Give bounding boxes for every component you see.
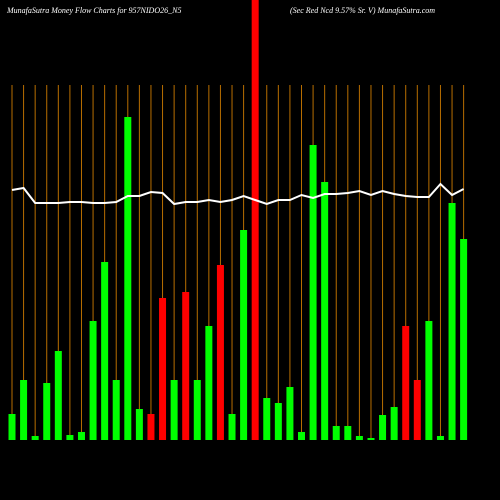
bar xyxy=(20,380,28,440)
bar xyxy=(170,380,178,440)
bar xyxy=(448,203,456,440)
chart-title: MunafaSutra Money Flow Charts for 957NID… xyxy=(6,6,181,15)
bar xyxy=(286,387,294,440)
bar xyxy=(390,407,398,440)
bar xyxy=(402,326,410,440)
bar xyxy=(367,438,375,440)
bar xyxy=(77,432,85,440)
bar xyxy=(135,409,143,440)
bar xyxy=(216,265,224,440)
bar xyxy=(8,414,16,440)
bar xyxy=(228,414,236,440)
bar xyxy=(263,398,271,440)
bar xyxy=(240,230,248,440)
bar xyxy=(355,436,363,440)
bar xyxy=(321,182,329,440)
bar xyxy=(43,383,51,440)
bar xyxy=(309,145,317,440)
bar xyxy=(344,426,352,440)
bar xyxy=(193,380,201,440)
bar xyxy=(112,380,120,440)
bar xyxy=(124,117,132,440)
bar xyxy=(182,292,190,440)
bar xyxy=(436,436,444,440)
bar xyxy=(251,0,259,440)
bar xyxy=(379,415,387,440)
line xyxy=(11,182,465,206)
bar xyxy=(66,435,74,440)
bar xyxy=(425,321,433,440)
bar xyxy=(159,298,167,440)
bar xyxy=(147,414,155,440)
bar xyxy=(205,326,213,440)
bar xyxy=(332,426,340,440)
bar xyxy=(274,403,282,440)
bar xyxy=(31,436,39,440)
bar xyxy=(54,351,62,440)
bar xyxy=(298,432,305,440)
bar xyxy=(413,380,421,440)
bar xyxy=(101,262,109,440)
bar xyxy=(460,239,468,440)
bar xyxy=(89,321,97,440)
chart-subtitle: (Sec Red Ncd 9.57% Sr. V) MunafaSutra.co… xyxy=(290,6,435,15)
